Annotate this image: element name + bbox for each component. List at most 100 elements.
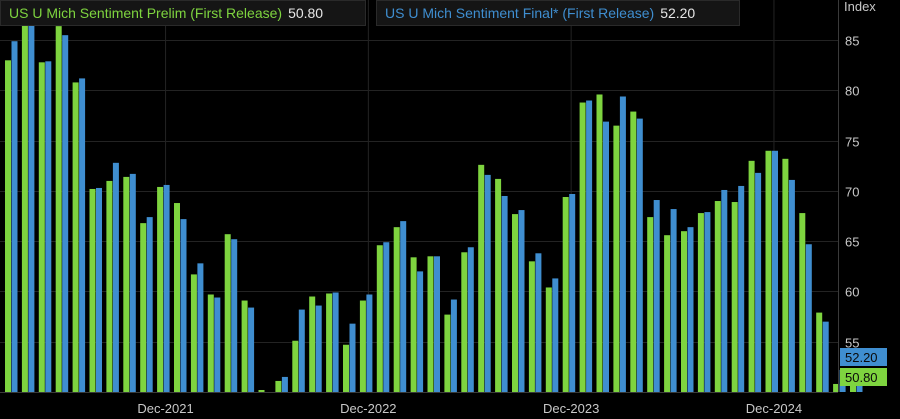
legend-prelim-label: US U Mich Sentiment Prelim (First Releas… — [9, 5, 283, 21]
final-bar — [417, 271, 424, 392]
bars — [5, 7, 863, 393]
final-bar — [45, 61, 52, 393]
final-bar — [197, 263, 204, 392]
prelim-bar — [697, 213, 704, 392]
legend-prelim[interactable]: US U Mich Sentiment Prelim (First Releas… — [0, 0, 366, 26]
prelim-bar — [799, 213, 806, 392]
final-bar — [366, 294, 373, 392]
legend-final[interactable]: US U Mich Sentiment Final* (First Releas… — [376, 0, 740, 26]
prelim-bar — [579, 102, 586, 393]
prelim-bar — [174, 203, 180, 392]
prelim-bar — [647, 217, 654, 392]
final-bar — [248, 307, 255, 392]
x-tick-label: Dec-2023 — [543, 401, 599, 416]
prelim-bar — [850, 383, 856, 392]
prelim-bar — [833, 383, 840, 392]
final-bar — [79, 78, 86, 393]
prelim-bar — [72, 82, 79, 393]
y-axis-unit-label: Index — [844, 0, 876, 14]
prelim-bar — [38, 62, 45, 393]
final-bar — [467, 247, 474, 392]
final-bar — [349, 323, 356, 392]
x-axis-labels: Dec-2021 Dec-2022 Dec-2023 Dec-2024 — [137, 401, 802, 416]
prelim-bar — [478, 164, 485, 392]
prelim-bar — [292, 340, 299, 392]
final-bar — [231, 239, 238, 392]
final-bar — [146, 217, 153, 392]
final-bar — [315, 305, 322, 392]
final-bar — [62, 35, 69, 393]
prelim-bar — [427, 256, 434, 392]
x-tick-label: Dec-2024 — [746, 401, 802, 416]
final-bar — [518, 210, 525, 392]
final-bar — [822, 321, 829, 392]
y-tick-label: 70 — [845, 185, 859, 200]
prelim-bar — [157, 186, 164, 392]
final-value-badge-text: 52.20 — [845, 350, 878, 365]
prelim-bar — [207, 294, 214, 392]
prelim-bar — [630, 111, 637, 393]
prelim-bar — [55, 26, 62, 393]
final-bar — [11, 41, 18, 392]
final-bar — [535, 253, 542, 392]
prelim-bar — [5, 60, 11, 393]
prelim-bar — [664, 235, 671, 392]
final-bar — [298, 309, 305, 392]
prelim-bar — [461, 252, 468, 392]
prelim-bar — [376, 245, 383, 392]
prelim-bar — [596, 94, 603, 392]
prelim-bar — [816, 312, 823, 392]
final-bar — [383, 242, 390, 392]
final-bar — [805, 244, 812, 392]
prelim-value-badge — [840, 368, 887, 386]
final-bar — [653, 200, 660, 392]
final-bar — [214, 297, 221, 392]
prelim-bar — [545, 287, 552, 392]
prelim-bar — [89, 188, 96, 392]
final-bar — [112, 162, 119, 392]
prelim-bar — [444, 314, 451, 392]
prelim-bar — [681, 231, 687, 392]
prelim-bar — [123, 176, 130, 392]
y-tick-label: 85 — [845, 34, 859, 49]
final-bar — [788, 179, 795, 392]
final-bar — [484, 174, 491, 392]
prelim-bar — [393, 227, 400, 392]
final-bar — [687, 227, 694, 392]
prelim-bar — [731, 202, 738, 392]
final-bar — [738, 185, 745, 392]
prelim-bar — [21, 25, 28, 392]
prelim-bar — [326, 293, 333, 392]
prelim-bar — [495, 178, 502, 392]
final-value-badge — [840, 348, 887, 366]
prelim-bar — [224, 234, 231, 392]
final-bar — [96, 187, 102, 392]
final-bar — [721, 189, 728, 392]
prelim-value-badge-text: 50.80 — [845, 370, 878, 385]
y-tick-label: 75 — [845, 135, 859, 150]
y-axis-labels: 55 60 65 70 75 80 85 — [845, 34, 859, 351]
y-tick-label: 60 — [845, 285, 859, 300]
prelim-bar — [309, 296, 316, 392]
prelim-bar — [410, 257, 417, 392]
prelim-bar — [782, 158, 789, 392]
prelim-bar — [275, 380, 282, 392]
final-bar — [704, 212, 711, 392]
final-bar — [400, 221, 407, 392]
prelim-bar — [106, 180, 113, 392]
prelim-bar — [748, 160, 755, 392]
final-bar — [180, 219, 187, 392]
prelim-bar — [613, 125, 620, 393]
legend-final-label: US U Mich Sentiment Final* (First Releas… — [385, 5, 655, 21]
prelim-bar — [562, 197, 569, 392]
legend-final-value: 52.20 — [660, 5, 696, 21]
y-tick-label: 65 — [845, 235, 859, 250]
final-bar — [434, 256, 440, 392]
final-bar — [332, 292, 339, 392]
x-tick-label: Dec-2022 — [340, 401, 396, 416]
final-bar — [569, 193, 576, 392]
prelim-bar — [258, 389, 265, 392]
prelim-bar — [714, 201, 721, 392]
prelim-bar — [343, 344, 349, 392]
